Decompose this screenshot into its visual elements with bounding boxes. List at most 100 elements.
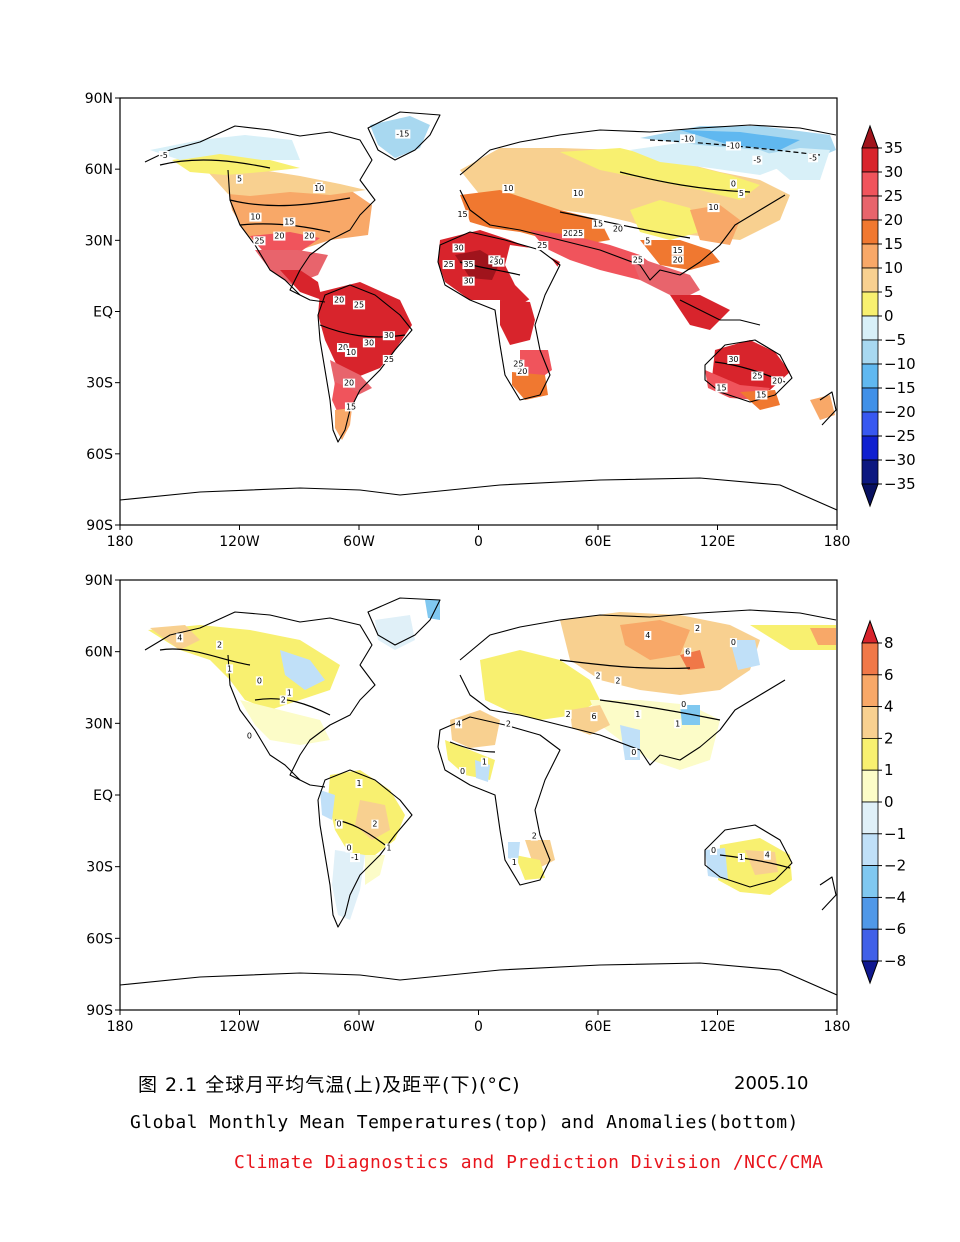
top-lat-tick-label: 30N xyxy=(85,233,113,249)
bottom-contour-label-bg xyxy=(634,709,642,719)
bottom-contour-label: 1 xyxy=(482,758,487,767)
top-colorbar-segment xyxy=(861,363,879,389)
top-map-panel: -15-555101015202025202530302520102015-10… xyxy=(85,91,851,550)
top-contour-label: 10 xyxy=(503,184,513,193)
bottom-contour-label: 1 xyxy=(287,688,292,697)
bottom-coastlines xyxy=(120,597,837,996)
caption-chinese: 图 2.1 全球月平均气温(上)及距平(下)(°C) xyxy=(138,1074,521,1096)
bottom-contour-label: 4 xyxy=(765,851,770,860)
top-contour-label: -5 xyxy=(809,153,817,162)
caption-source: Climate Diagnostics and Prediction Divis… xyxy=(234,1152,824,1173)
top-lat-tick-label: 90S xyxy=(86,518,113,534)
top-contour-label: 20 xyxy=(344,379,354,388)
top-lon-tick-label: 60E xyxy=(585,534,612,550)
top-contour-label: 20 xyxy=(517,367,527,376)
top-contour-label: 20 xyxy=(274,232,284,241)
bottom-contour-label-bg xyxy=(279,695,287,705)
top-contour-label-bg xyxy=(342,378,356,388)
bottom-lat-tick-label: 90N xyxy=(85,573,113,589)
bottom-colorbar-label: −2 xyxy=(884,857,906,875)
top-colorbar-label: −15 xyxy=(884,379,916,397)
bottom-colorbar-segment xyxy=(861,706,879,739)
top-contour-label-bg xyxy=(512,359,525,369)
bottom-contour-label-bg xyxy=(644,630,652,640)
top-contour-label: 5 xyxy=(645,236,650,245)
top-contour-label: 30 xyxy=(463,277,473,286)
top-temperature-fills xyxy=(150,116,836,440)
top-colorbar-segment xyxy=(861,267,879,293)
top-contour-label: 5 xyxy=(237,175,242,184)
bottom-contour-label: 1 xyxy=(739,853,744,862)
bottom-contour-label-bg xyxy=(255,676,263,686)
bottom-colorbar-segment xyxy=(861,928,879,962)
bottom-contour-label: 1 xyxy=(227,664,232,673)
bottom-contour-label-bg xyxy=(684,647,692,657)
bottom-contour-label-bg xyxy=(709,845,718,855)
bottom-lon-tick-label: 0 xyxy=(474,1019,483,1035)
bottom-contour-label: 2 xyxy=(566,710,571,719)
bottom-colorbar-label: −8 xyxy=(884,952,906,970)
top-contour-label: 15 xyxy=(284,217,294,226)
bottom-contour-label-bg xyxy=(763,850,771,860)
bottom-lon-tick-label: 60E xyxy=(585,1019,612,1035)
top-contour-label: 25 xyxy=(444,260,454,269)
bottom-contour-label-bg xyxy=(371,819,379,829)
bottom-contour-label-bg xyxy=(590,712,598,722)
bottom-contour-label: 1 xyxy=(512,858,517,867)
top-contour-label-bg xyxy=(344,347,358,357)
top-contour-label: 10 xyxy=(573,189,583,198)
top-contour-label-bg xyxy=(536,241,549,251)
top-contour-label-bg xyxy=(707,203,720,213)
top-colorbar-segment xyxy=(861,435,879,461)
top-contour-label: 10 xyxy=(346,348,356,357)
top-contour-label-bg xyxy=(456,210,469,220)
top-colorbar-segment xyxy=(861,387,879,413)
top-contour-label: 25 xyxy=(254,236,264,245)
top-lon-tick-label: 60W xyxy=(343,534,375,550)
top-colorbar-segment xyxy=(861,243,879,269)
bottom-contour-label: 6 xyxy=(685,648,690,657)
bottom-contour-label: 0 xyxy=(247,731,252,740)
bottom-colorbar-segment xyxy=(861,801,879,835)
bottom-contour-label-bg xyxy=(350,853,361,863)
top-contour-label: 10 xyxy=(708,203,718,212)
top-contour-label-bg xyxy=(362,338,376,348)
bottom-contour-label-bg xyxy=(285,688,293,698)
top-lon-tick-label: 120E xyxy=(700,534,736,550)
bottom-colorbar-arrow-bottom xyxy=(861,960,879,985)
bottom-colorbar-label: −1 xyxy=(884,825,906,843)
top-contour-label: 15 xyxy=(756,391,766,400)
bottom-contour-label: 0 xyxy=(711,846,716,855)
top-contour-label: 20 xyxy=(772,376,782,385)
bottom-lat-tick-label: 60S xyxy=(86,931,113,947)
bottom-contour-label: 4 xyxy=(645,631,650,640)
bottom-contour-label-bg xyxy=(737,853,745,863)
top-contour-label-bg xyxy=(644,236,652,246)
bottom-contour-label: 2 xyxy=(695,624,700,633)
top-contour-label-bg xyxy=(492,257,505,267)
top-colorbar-label: 20 xyxy=(884,211,903,229)
bottom-colorbar-segment xyxy=(861,833,879,866)
top-contour-label-bg xyxy=(344,402,358,412)
top-colorbar-segment xyxy=(861,459,879,485)
bottom-colorbar-label: −4 xyxy=(884,888,906,906)
top-contour-label-bg xyxy=(562,229,575,239)
top-colorbar-label: 10 xyxy=(884,259,903,277)
top-contour-label: 10 xyxy=(250,213,260,222)
bottom-lat-tick-label: 90S xyxy=(86,1003,113,1019)
top-contour-label: 20 xyxy=(613,224,623,233)
bottom-colorbar-segment xyxy=(861,674,879,707)
top-lon-tick-label: 180 xyxy=(824,534,851,550)
top-contour-label-bg xyxy=(336,343,350,353)
top-contour-label-bg xyxy=(671,245,684,255)
top-colorbar-label: 15 xyxy=(884,235,903,253)
top-contour-label-bg xyxy=(332,295,346,305)
top-lat-tick-label: EQ xyxy=(93,305,113,321)
top-contour-label-bg xyxy=(313,184,326,194)
bottom-lat-tick-label: 30N xyxy=(85,716,113,732)
top-contour-label-bg xyxy=(462,260,475,270)
top-contour-label-bg xyxy=(502,184,515,194)
caption-date: 2005.10 xyxy=(734,1073,809,1094)
top-contour-label: -10 xyxy=(681,134,694,143)
bottom-contour-label-bg xyxy=(564,709,572,719)
